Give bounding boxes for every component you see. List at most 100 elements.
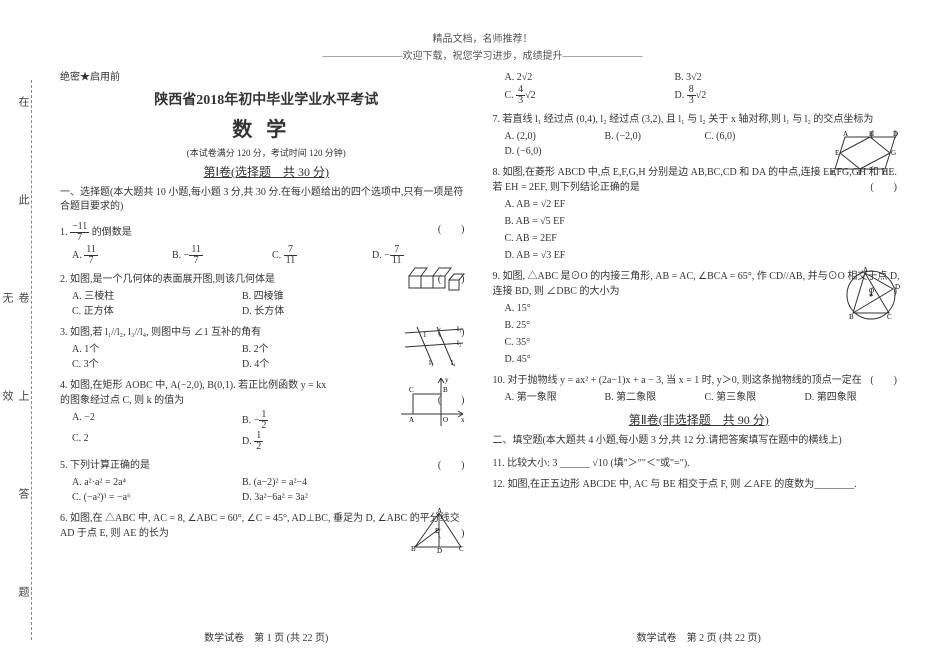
- section-1-text: 第Ⅰ卷(选择题 共 30 分): [203, 165, 329, 179]
- svg-text:H: H: [869, 130, 874, 138]
- q6-b-label: B.: [675, 72, 687, 83]
- question-2: 2. 如图,是一个几何体的表面展开图,则该几何体是 ( ) A. 三棱柱 B. …: [60, 272, 473, 319]
- binding-margin: 在 此 卷 上 答 题 无 效: [16, 80, 32, 640]
- secret-label: 绝密★启用前: [60, 68, 473, 83]
- svg-text:1: 1: [423, 331, 427, 339]
- question-8: 8. 如图,在菱形 ABCD 中,点 E,F,G,H 分别是边 AB,BC,CD…: [493, 165, 906, 263]
- q1-c-label: C.: [272, 250, 284, 261]
- q5-opt-b: B. (a−2)² = a²−4: [242, 475, 382, 490]
- svg-text:D: D: [895, 283, 900, 291]
- q7-opt-c: C. (6,0): [705, 129, 775, 144]
- q2-stem: 2. 如图,是一个几何体的表面展开图,则该几何体是: [60, 274, 275, 285]
- q2-opt-b: B. 四棱锥: [242, 289, 382, 304]
- q4-opt-a: A. −2: [72, 410, 212, 431]
- svg-text:B: B: [849, 313, 854, 321]
- q4-opt-c: C. 2: [72, 431, 212, 452]
- svg-text:l₂: l₂: [457, 339, 462, 347]
- answer-blank: ( ): [438, 222, 465, 237]
- header-note: 精品文档，名师推荐！: [60, 30, 905, 45]
- question-4: 4. 如图,在矩形 AOBC 中, A(−2,0), B(0,1). 若正比例函…: [60, 378, 473, 452]
- q8-rhombus-diagram: AHD EG BFC: [827, 129, 905, 177]
- q1-options: A. 117 B. −117 C. 711 D. −711: [72, 245, 473, 266]
- svg-text:D: D: [437, 547, 442, 553]
- q4-rect-diagram: xy CB AO: [397, 374, 467, 430]
- q4-d-label: D.: [242, 436, 254, 447]
- q3-opt-d: D. 4个: [242, 357, 382, 372]
- q8-opt-a: A. AB = √2 EF: [505, 197, 906, 212]
- q4-b-label: B.: [242, 415, 254, 426]
- q6-a-val: 2√2: [517, 72, 533, 83]
- q9-opt-c: C. 35°: [505, 335, 906, 350]
- right-column: A. 2√2 B. 3√2 C. 43√2 D. 83√2 7. 若直线 l₁ …: [493, 68, 906, 648]
- question-5: 5. 下列计算正确的是 ( ) A. a²·a² = 2a⁴ B. (a−2)²…: [60, 458, 473, 505]
- exam-title: 陕西省2018年初中毕业学业水平考试: [60, 89, 473, 109]
- svg-text:A: A: [863, 266, 868, 274]
- answer-blank: ( ): [870, 180, 897, 195]
- q6-a-label: A.: [505, 72, 517, 83]
- q6-options: A. 2√2 B. 3√2 C. 43√2 D. 83√2: [505, 70, 906, 106]
- q5-options: A. a²·a² = 2a⁴ B. (a−2)² = a²−4 C. (−a²)…: [72, 475, 473, 505]
- svg-text:l₄: l₄: [451, 359, 456, 367]
- triangle-icon: AB DC E: [409, 507, 467, 553]
- question-3: 3. 如图,若 l₁//l₂, l₃//l₄, 则图中与 ∠1 互补的角有 ( …: [60, 325, 473, 372]
- section-1-title: 第Ⅰ卷(选择题 共 30 分): [60, 163, 473, 180]
- q10-opt-d: D. 第四象限: [805, 390, 875, 405]
- q6-opt-d: D. 83√2: [675, 85, 815, 106]
- svg-text:C: C: [409, 386, 414, 394]
- q7-opt-b: B. (−2,0): [605, 129, 675, 144]
- q1-opt-d: D. −711: [372, 245, 442, 266]
- q1-d-label: D.: [372, 250, 384, 261]
- answer-blank: ( ): [870, 373, 897, 388]
- svg-text:A: A: [437, 507, 442, 515]
- svg-text:B: B: [831, 169, 836, 177]
- svg-text:C: C: [887, 313, 892, 321]
- svg-text:A: A: [843, 130, 848, 138]
- page-footer-2: 数学试卷 第 2 页 (共 22 页): [493, 629, 906, 644]
- q1-a-label: A.: [72, 250, 84, 261]
- q1-opt-b: B. −117: [172, 245, 242, 266]
- q8-opt-c: C. AB = 2EF: [505, 231, 906, 246]
- q2-opt-d: D. 长方体: [242, 304, 382, 319]
- choice-instructions: 一、选择题(本大题共 10 小题,每小题 3 分,共 30 分.在每小题给出的四…: [60, 186, 473, 214]
- q2-opt-c: C. 正方体: [72, 304, 212, 319]
- q6-c-label: C.: [505, 90, 517, 101]
- q10-opt-b: B. 第二象限: [605, 390, 675, 405]
- svg-text:y: y: [445, 376, 449, 384]
- svg-text:O: O: [443, 416, 448, 424]
- q10-stem: 10. 对于抛物线 y = ax² + (2a−1)x + a − 3, 当 x…: [493, 375, 862, 386]
- question-11: 11. 比较大小: 3 ______ √10 (填"＞""＜"或"=").: [493, 456, 906, 471]
- q7-stem: 7. 若直线 l₁ 经过点 (0,4), l₂ 经过点 (3,2), 且 l₁ …: [493, 114, 874, 125]
- q6-b-val: 3√2: [686, 72, 702, 83]
- q6-opt-b: B. 3√2: [675, 70, 815, 85]
- svg-text:B: B: [411, 545, 416, 553]
- q4-stem1: 4. 如图,在矩形 AOBC 中, A(−2,0), B(0,1). 若正比例函…: [60, 380, 326, 391]
- q5-opt-d: D. 3a²−6a² = 3a²: [242, 490, 382, 505]
- exam-page: 在 此 卷 上 答 题 无 效 精品文档，名师推荐！ ————————欢迎下载，…: [0, 0, 945, 668]
- svg-text:O: O: [869, 287, 874, 295]
- net-icon: [405, 266, 467, 296]
- parallel-lines-icon: l₁l₂ l₃l₄ 1: [403, 325, 467, 367]
- svg-text:E: E: [435, 527, 439, 535]
- question-1: 1. −117 的倒数是 ( ) A. 117 B. −117 C. 711 D…: [60, 222, 473, 266]
- svg-text:l₃: l₃: [429, 359, 434, 367]
- section-2-text: 第Ⅱ卷(非选择题 共 90 分): [629, 413, 769, 427]
- q5-opt-a: A. a²·a² = 2a⁴: [72, 475, 212, 490]
- q3-opt-a: A. 1个: [72, 342, 212, 357]
- q3-lines-diagram: l₁l₂ l₃l₄ 1: [403, 325, 467, 367]
- q7-opt-d: D. (−6,0): [505, 144, 575, 159]
- q4-opt-b: B. −12: [242, 410, 382, 431]
- q3-stem: 3. 如图,若 l₁//l₂, l₃//l₄, 则图中与 ∠1 互补的角有: [60, 327, 261, 338]
- q8-options: A. AB = √2 EF B. AB = √5 EF C. AB = 2EF …: [505, 197, 906, 263]
- fill-instructions: 二、填空题(本大题共 4 小题,每小题 3 分,共 12 分.请把答案填写在题中…: [493, 434, 906, 448]
- q1-opt-a: A. 117: [72, 245, 142, 266]
- q4-opt-d: D. 12: [242, 431, 382, 452]
- q10-options: A. 第一象限 B. 第二象限 C. 第三象限 D. 第四象限: [505, 390, 906, 405]
- q5-stem: 5. 下列计算正确的是: [60, 460, 150, 471]
- q10-opt-a: A. 第一象限: [505, 390, 575, 405]
- q2-opt-a: A. 三棱柱: [72, 289, 212, 304]
- q3-opt-b: B. 2个: [242, 342, 382, 357]
- svg-text:B: B: [443, 386, 448, 394]
- q8-opt-d: D. AB = √3 EF: [505, 248, 906, 263]
- q9-opt-d: D. 45°: [505, 352, 906, 367]
- q8-opt-b: B. AB = √5 EF: [505, 214, 906, 229]
